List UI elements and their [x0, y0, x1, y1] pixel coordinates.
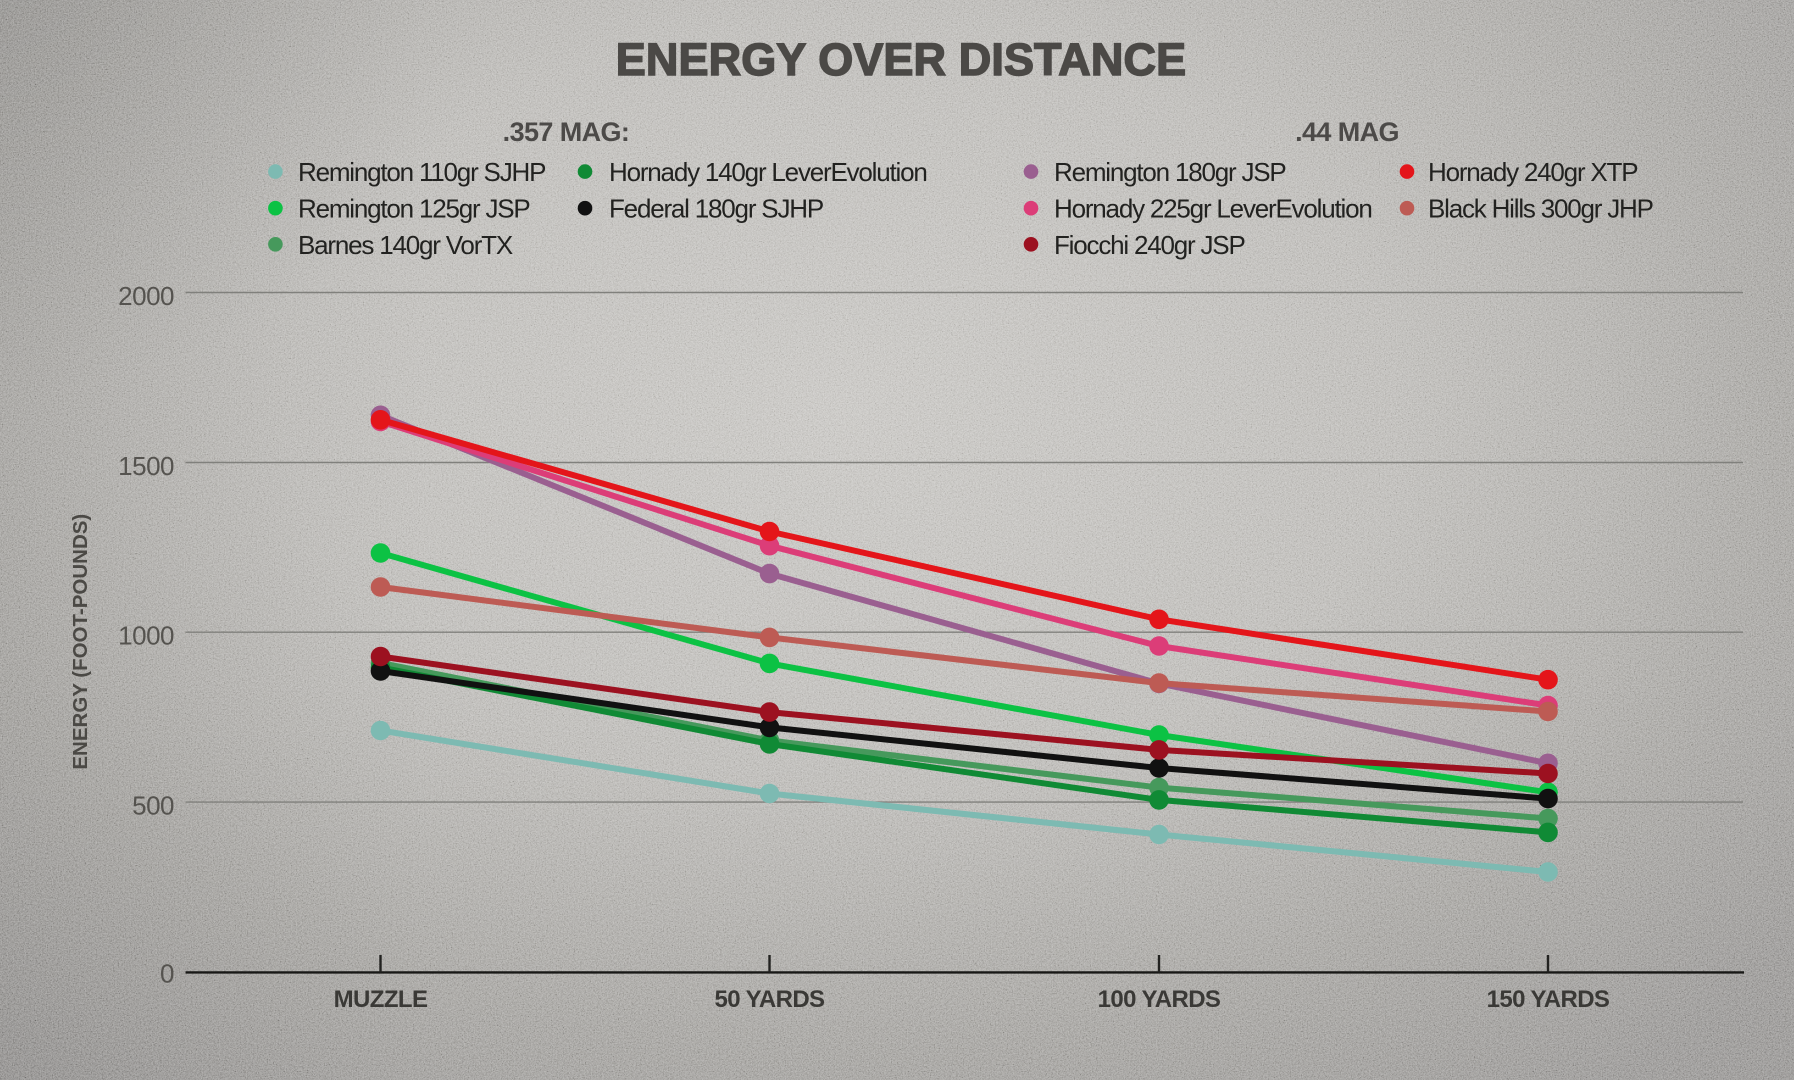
svg-text:2000: 2000 [118, 281, 174, 311]
svg-text:150 YARDS: 150 YARDS [1487, 986, 1610, 1013]
svg-text:Black Hills 300gr JHP: Black Hills 300gr JHP [1428, 194, 1653, 224]
svg-text:Hornady 240gr XTP: Hornady 240gr XTP [1428, 157, 1637, 187]
svg-text:50 YARDS: 50 YARDS [715, 986, 826, 1013]
svg-text:Barnes 140gr VorTX: Barnes 140gr VorTX [298, 230, 513, 260]
svg-text:.357 MAG:: .357 MAG: [503, 117, 630, 147]
svg-text:Hornady 225gr LeverEvolution: Hornady 225gr LeverEvolution [1054, 194, 1372, 224]
svg-text:Federal 180gr SJHP: Federal 180gr SJHP [609, 194, 823, 224]
svg-text:0: 0 [160, 959, 174, 989]
svg-text:.44 MAG: .44 MAG [1295, 117, 1399, 147]
svg-text:MUZZLE: MUZZLE [334, 986, 428, 1013]
svg-text:1500: 1500 [118, 451, 174, 481]
svg-text:100 YARDS: 100 YARDS [1098, 986, 1221, 1013]
svg-text:Remington 125gr JSP: Remington 125gr JSP [298, 194, 530, 224]
svg-text:500: 500 [132, 790, 174, 820]
svg-text:Fiocchi 240gr JSP: Fiocchi 240gr JSP [1054, 230, 1245, 260]
svg-text:ENERGY (FOOT-POUNDS): ENERGY (FOOT-POUNDS) [69, 514, 92, 770]
svg-text:1000: 1000 [118, 621, 174, 651]
svg-text:Remington 110gr SJHP: Remington 110gr SJHP [298, 157, 545, 187]
svg-text:Hornady 140gr LeverEvolution: Hornady 140gr LeverEvolution [609, 157, 927, 187]
svg-text:Remington 180gr JSP: Remington 180gr JSP [1054, 157, 1286, 187]
svg-text:ENERGY OVER DISTANCE: ENERGY OVER DISTANCE [616, 34, 1186, 85]
